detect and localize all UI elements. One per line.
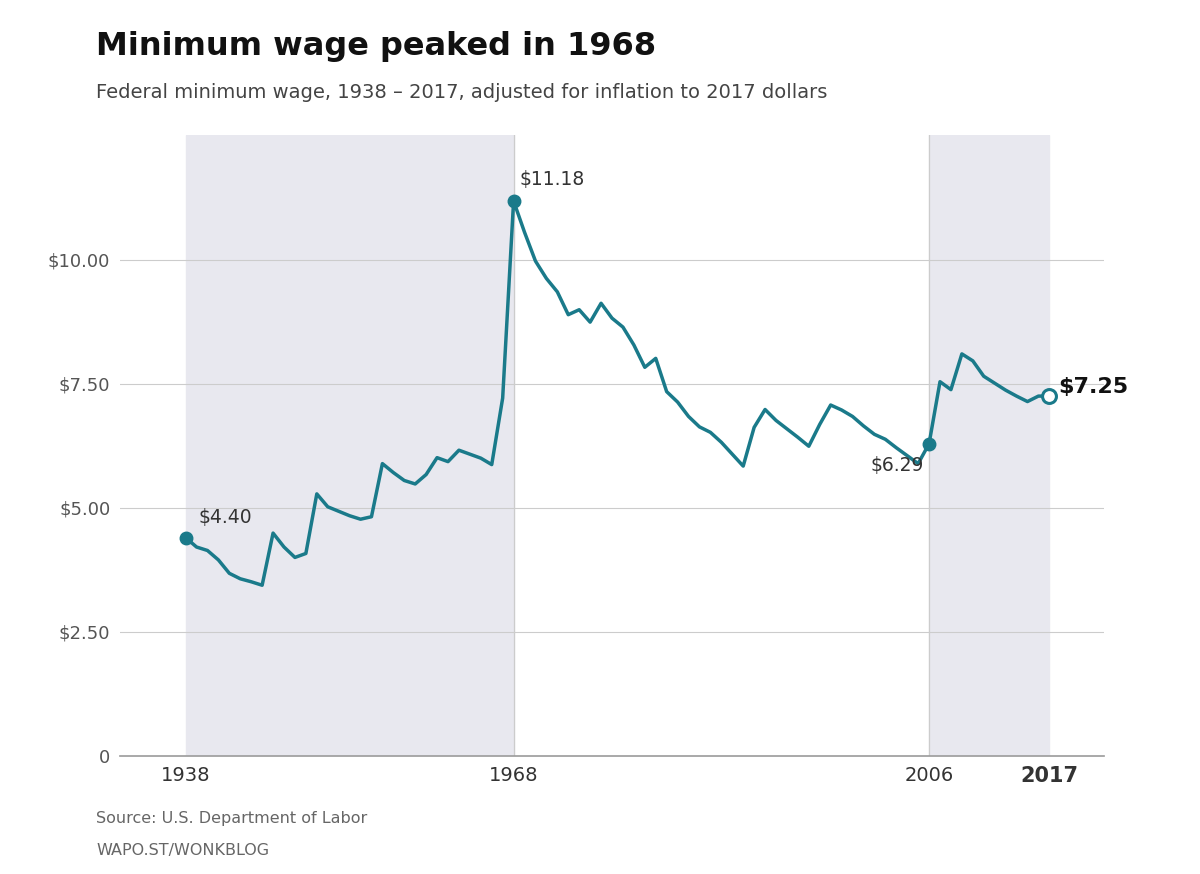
Bar: [186, 135, 514, 756]
Text: $4.40: $4.40: [199, 508, 252, 527]
Text: WAPO.ST/WONKBLOG: WAPO.ST/WONKBLOG: [96, 843, 269, 858]
Text: $6.29: $6.29: [870, 456, 924, 475]
Bar: [929, 135, 1049, 756]
Text: $7.25: $7.25: [1058, 378, 1128, 397]
Text: Minimum wage peaked in 1968: Minimum wage peaked in 1968: [96, 31, 656, 61]
Text: $11.18: $11.18: [520, 170, 584, 189]
Text: Source: U.S. Department of Labor: Source: U.S. Department of Labor: [96, 811, 367, 826]
Text: Federal minimum wage, 1938 – 2017, adjusted for inflation to 2017 dollars: Federal minimum wage, 1938 – 2017, adjus…: [96, 83, 827, 102]
